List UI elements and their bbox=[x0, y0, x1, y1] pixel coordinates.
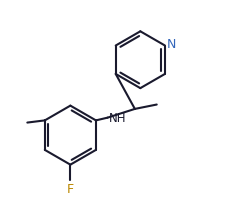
Text: NH: NH bbox=[109, 112, 126, 125]
Text: F: F bbox=[67, 183, 74, 196]
Text: N: N bbox=[166, 38, 175, 51]
